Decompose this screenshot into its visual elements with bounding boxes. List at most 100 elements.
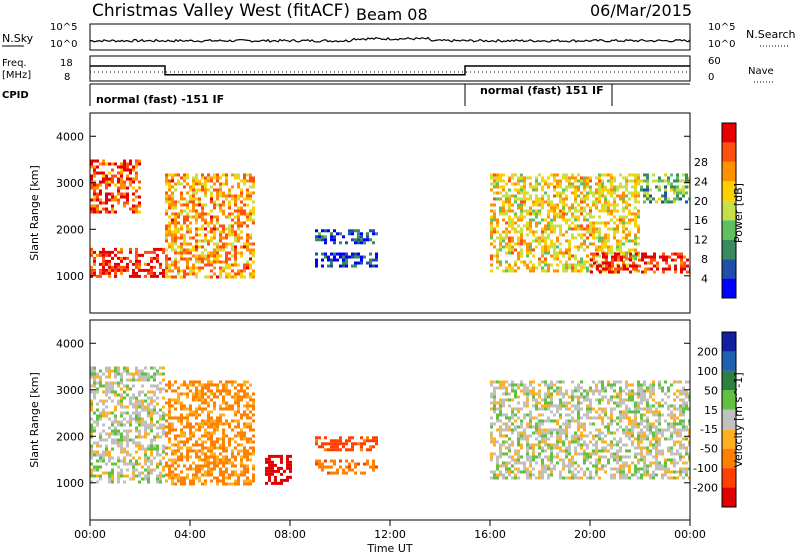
heatmap-cell	[108, 274, 111, 278]
heatmap-cell	[517, 458, 520, 462]
heatmap-cell	[201, 212, 204, 216]
heatmap-cell	[135, 366, 138, 370]
colorbar-swatch	[722, 161, 736, 182]
heatmap-cell	[535, 392, 538, 396]
heatmap-cell	[583, 263, 586, 267]
heatmap-cell	[354, 465, 357, 469]
heatmap-cell	[523, 431, 526, 435]
heatmap-cell	[608, 264, 611, 268]
heatmap-cell	[619, 413, 622, 417]
heatmap-cell	[252, 176, 255, 180]
heatmap-cell	[351, 229, 354, 233]
heatmap-cell	[120, 405, 123, 409]
heatmap-cell	[243, 176, 246, 180]
heatmap-cell	[183, 476, 186, 480]
heatmap-cell	[336, 471, 339, 475]
heatmap-cell	[228, 392, 231, 396]
heatmap-cell	[360, 241, 363, 245]
heatmap-cell	[640, 419, 643, 423]
heatmap-cell	[637, 179, 640, 183]
heatmap-cell	[607, 173, 610, 177]
heatmap-cell	[556, 224, 559, 228]
heatmap-cell	[207, 257, 210, 261]
heatmap-cell	[529, 206, 532, 210]
heatmap-cell	[532, 263, 535, 267]
heatmap-cell	[369, 445, 372, 449]
heatmap-cell	[186, 272, 189, 276]
heatmap-cell	[508, 176, 511, 180]
heatmap-cell	[670, 185, 673, 189]
heatmap-cell	[577, 419, 580, 423]
heatmap-cell	[574, 386, 577, 390]
heatmap-cell	[171, 203, 174, 207]
heatmap-cell	[556, 269, 559, 273]
heatmap-cell	[565, 476, 568, 480]
heatmap-cell	[180, 428, 183, 432]
heatmap-cell	[150, 259, 153, 263]
heatmap-cell	[679, 410, 682, 414]
heatmap-cell	[535, 431, 538, 435]
heatmap-cell	[342, 471, 345, 475]
heatmap-cell	[126, 393, 129, 397]
heatmap-cell	[96, 480, 99, 484]
heatmap-cell	[643, 455, 646, 459]
heatmap-cell	[180, 233, 183, 237]
heatmap-cell	[595, 188, 598, 192]
heatmap-cell	[668, 267, 671, 271]
heatmap-cell	[321, 235, 324, 239]
heatmap-cell	[601, 449, 604, 453]
heatmap-cell	[198, 203, 201, 207]
heatmap-cell	[547, 185, 550, 189]
heatmap-cell	[132, 210, 135, 214]
heatmap-cell	[213, 455, 216, 459]
heatmap-cell	[502, 476, 505, 480]
heatmap-cell	[180, 197, 183, 201]
heatmap-cell	[210, 446, 213, 450]
heatmap-cell	[680, 264, 683, 268]
heatmap-cell	[286, 475, 289, 479]
heatmap-cell	[192, 191, 195, 195]
heatmap-cell	[228, 191, 231, 195]
heatmap-cell	[135, 162, 138, 166]
heatmap-cell	[514, 182, 517, 186]
heatmap-cell	[90, 274, 93, 278]
heatmap-cell	[634, 194, 637, 198]
heatmap-cell	[517, 449, 520, 453]
heatmap-cell	[192, 272, 195, 276]
heatmap-cell	[637, 437, 640, 441]
heatmap-cell	[246, 401, 249, 405]
heatmap-cell	[189, 383, 192, 387]
heatmap-cell	[162, 372, 165, 376]
heatmap-cell	[529, 461, 532, 465]
heatmap-cell	[608, 261, 611, 265]
heatmap-cell	[372, 241, 375, 245]
heatmap-cell	[117, 189, 120, 193]
heatmap-cell	[231, 254, 234, 258]
heatmap-cell	[571, 464, 574, 468]
heatmap-cell	[183, 443, 186, 447]
heatmap-cell	[234, 260, 237, 264]
heatmap-cell	[523, 203, 526, 207]
heatmap-cell	[520, 173, 523, 177]
heatmap-cell	[210, 470, 213, 474]
heatmap-cell	[222, 242, 225, 246]
heatmap-cell	[324, 252, 327, 256]
heatmap-cell	[180, 245, 183, 249]
heatmap-cell	[363, 238, 366, 242]
heatmap-cell	[688, 179, 690, 183]
heatmap-cell	[192, 245, 195, 249]
heatmap-cell	[511, 398, 514, 402]
heatmap-cell	[186, 392, 189, 396]
heatmap-cell	[135, 271, 138, 275]
heatmap-cell	[234, 197, 237, 201]
heatmap-cell	[619, 455, 622, 459]
heatmap-cell	[652, 443, 655, 447]
heatmap-cell	[535, 476, 538, 480]
heatmap-cell	[153, 408, 156, 412]
heatmap-cell	[541, 407, 544, 411]
heatmap-cell	[225, 260, 228, 264]
heatmap-cell	[240, 254, 243, 258]
heatmap-cell	[685, 401, 688, 405]
heatmap-cell	[601, 440, 604, 444]
heatmap-cell	[96, 390, 99, 394]
